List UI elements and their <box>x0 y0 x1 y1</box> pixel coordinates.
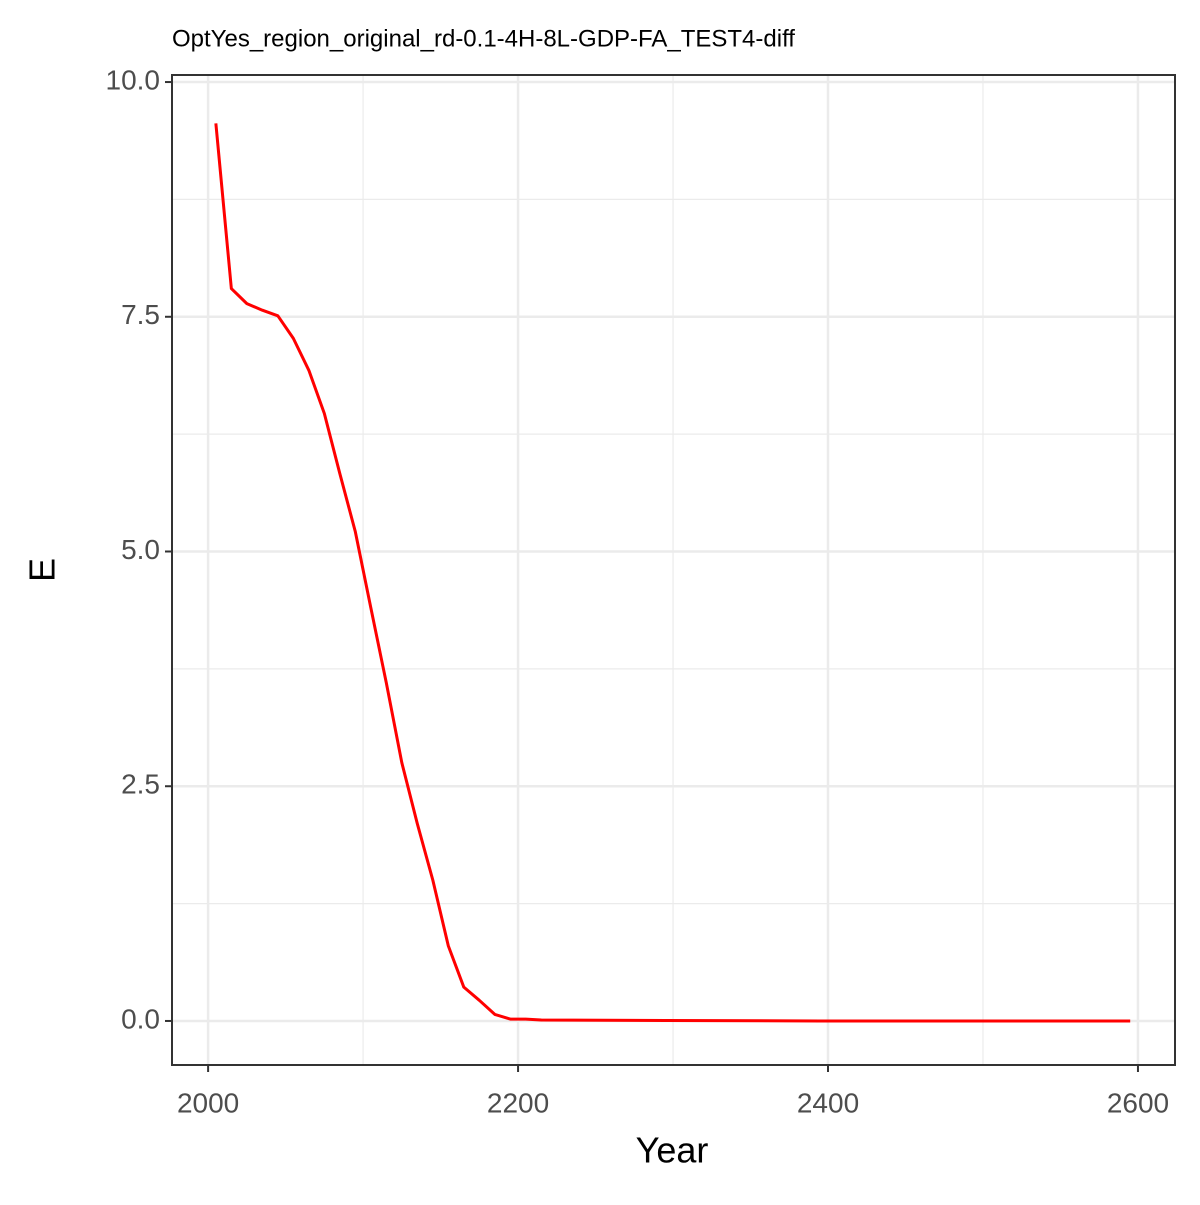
x-tick-label: 2600 <box>1107 1087 1169 1118</box>
x-axis-title: Year <box>636 1130 709 1171</box>
y-axis-title: E <box>22 558 63 582</box>
y-tick-label: 0.0 <box>121 1003 160 1034</box>
panel-border <box>171 74 1176 1066</box>
chart-title: OptYes_region_original_rd-0.1-4H-8L-GDP-… <box>172 25 795 52</box>
y-tick-label: 5.0 <box>121 534 160 565</box>
x-tick-label: 2000 <box>177 1087 239 1118</box>
x-tick-label: 2200 <box>487 1087 549 1118</box>
y-tick-label: 2.5 <box>121 769 160 800</box>
data-line <box>214 123 1131 1023</box>
y-tick-label: 7.5 <box>121 299 160 330</box>
y-tick-label: 10.0 <box>106 64 161 95</box>
x-tick-label: 2400 <box>797 1087 859 1118</box>
